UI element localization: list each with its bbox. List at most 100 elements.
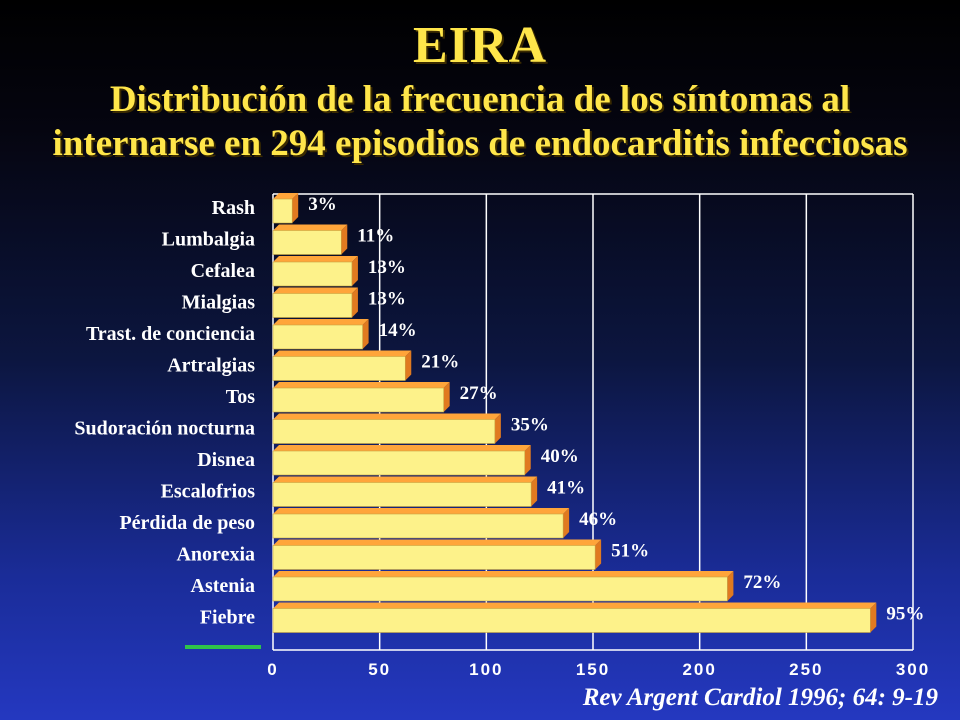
bar-front-face (272, 198, 293, 224)
category-label: Anorexia (176, 544, 255, 566)
bars (272, 193, 877, 633)
x-tick-label: 50 (368, 660, 391, 679)
bar-side-face (443, 382, 450, 412)
x-tick-label: 200 (682, 660, 716, 679)
category-label: Pérdida de peso (119, 512, 255, 534)
bar-front-face (272, 608, 871, 633)
bar-side-face (351, 287, 358, 318)
bar-top-face (273, 224, 348, 231)
value-label: 27% (460, 383, 498, 404)
value-label: 14% (379, 320, 417, 341)
bar-top-face (273, 193, 299, 199)
value-label: 95% (886, 604, 924, 625)
bar-top-face (273, 445, 531, 451)
value-label: 51% (611, 541, 649, 562)
value-label: 41% (547, 478, 585, 499)
bar-disnea (272, 445, 531, 476)
bar-fiebre (272, 602, 877, 633)
value-label: 46% (579, 509, 617, 530)
bar-front-face (272, 230, 342, 255)
category-label: Tos (226, 386, 256, 408)
bar-top-face (273, 287, 358, 294)
bar-side-face (292, 193, 299, 223)
bar-side-face (727, 571, 734, 601)
bar-mialgias (272, 287, 358, 318)
category-label: Mialgias (182, 292, 256, 314)
bar-side-face (341, 224, 348, 255)
bar-tos (272, 382, 450, 413)
category-label: Artralgias (167, 355, 255, 377)
value-label: 11% (357, 226, 394, 247)
bar-astenia (272, 571, 734, 602)
category-label: Sudoración nocturna (74, 418, 255, 440)
bar-top-face (273, 350, 412, 357)
bar-front-face (272, 356, 406, 381)
bar-side-face (362, 319, 369, 349)
bar-side-face (870, 602, 877, 633)
category-label: Fiebre (200, 607, 255, 629)
value-label: 72% (743, 572, 781, 593)
bar-top-face (273, 413, 501, 420)
bar-front-face (272, 576, 728, 602)
x-tick-label: 150 (576, 660, 610, 679)
category-label: Rash (212, 197, 255, 219)
x-tick-label: 0 (267, 660, 278, 679)
bar-anorexia (272, 539, 602, 570)
bar-trast-de-conciencia (272, 319, 369, 350)
bar-side-face (494, 413, 501, 444)
bar-top-face (273, 539, 602, 546)
bar-lumbalgia (272, 224, 348, 255)
chart-subtitle: Distribución de la frecuencia de los sín… (0, 78, 960, 166)
category-label: Astenia (191, 575, 255, 597)
bar-sudoraci-n-nocturna (272, 413, 501, 444)
bar-cefalea (272, 256, 358, 287)
bar-front-face (272, 513, 564, 539)
bar-front-face (272, 293, 353, 318)
bar-p-rdida-de-peso (272, 508, 570, 539)
value-label: 13% (368, 289, 406, 310)
category-label: Lumbalgia (162, 229, 255, 251)
bar-front-face (272, 545, 596, 570)
bar-front-face (272, 324, 363, 350)
bar-top-face (273, 256, 358, 262)
bar-front-face (272, 387, 444, 413)
highlight-underline (185, 645, 261, 649)
citation: Rev Argent Cardiol 1996; 64: 9-19 (582, 684, 938, 711)
bar-side-face (563, 508, 570, 538)
bar-front-face (272, 261, 353, 287)
bar-top-face (273, 476, 538, 483)
category-label: Disnea (197, 449, 255, 471)
bar-artralgias (272, 350, 412, 381)
x-tick-label: 250 (789, 660, 823, 679)
category-labels: Rash 3% Lumbalgia 11% Cefalea 13% Mialgias 13% T… (74, 194, 924, 629)
value-label: 13% (368, 257, 406, 278)
category-label: Trast. de conciencia (86, 323, 255, 345)
subtitle-line-2: internarse en 294 episodios de endocardi… (52, 123, 908, 164)
bar-escalofrios (272, 476, 538, 507)
value-label: 21% (421, 352, 459, 373)
subtitle-line-1: Distribución de la frecuencia de los sín… (109, 79, 851, 120)
bar-side-face (524, 445, 531, 475)
x-axis-ticks: 0 50 100 150 200 250 300 (267, 660, 930, 679)
value-label: 35% (511, 415, 549, 436)
x-tick-label: 300 (896, 660, 930, 679)
bar-side-face (531, 476, 538, 507)
bar-side-face (351, 256, 358, 286)
value-label: 40% (541, 446, 579, 467)
bar-front-face (272, 419, 496, 444)
bar-top-face (273, 508, 570, 514)
bar-top-face (273, 382, 450, 388)
value-label: 3% (308, 194, 337, 215)
bar-side-face (405, 350, 412, 381)
bar-top-face (273, 602, 877, 609)
bar-front-face (272, 450, 526, 476)
bar-top-face (273, 319, 369, 325)
x-tick-label: 100 (469, 660, 503, 679)
bar-rash (272, 193, 299, 224)
bar-top-face (273, 571, 734, 577)
bar-side-face (595, 539, 602, 570)
category-label: Escalofrios (161, 481, 256, 503)
bar-front-face (272, 482, 532, 507)
category-label: Cefalea (191, 260, 255, 282)
